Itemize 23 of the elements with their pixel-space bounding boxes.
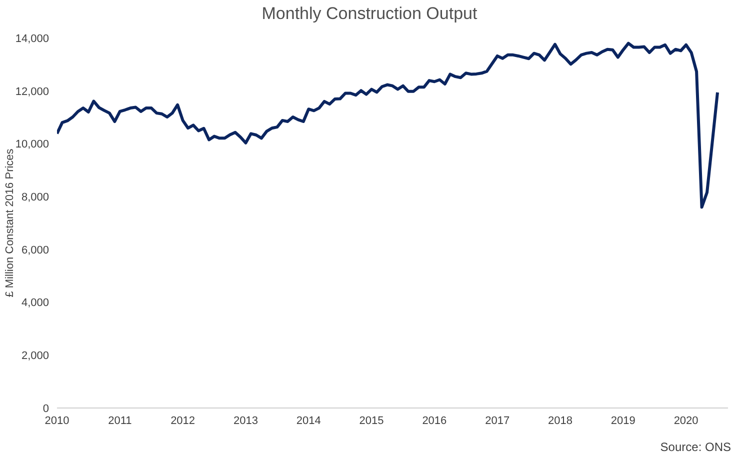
y-tick-label: 0 — [42, 402, 49, 415]
y-axis-title: £ Million Constant 2016 Prices — [4, 148, 16, 298]
x-tick-label: 2018 — [548, 414, 572, 427]
y-tick-label: 10,000 — [15, 138, 49, 151]
y-tick-label: 6,000 — [21, 244, 49, 256]
y-tick-label: 2,000 — [21, 350, 49, 362]
x-tick-label: 2020 — [674, 414, 698, 427]
x-tick-label: 2012 — [170, 414, 196, 427]
x-tick-label: 2016 — [422, 414, 447, 427]
y-tick-label: 8,000 — [21, 191, 49, 204]
source-note: Source: ONS — [660, 440, 731, 454]
y-tick-label: 14,000 — [15, 32, 49, 45]
x-tick-label: 2015 — [359, 414, 384, 427]
y-tick-label: 4,000 — [21, 297, 49, 310]
chart-title: Monthly Construction Output — [260, 4, 478, 24]
x-tick-label: 2014 — [296, 414, 321, 427]
x-tick-label: 2013 — [233, 414, 258, 427]
x-tick-label: 2010 — [44, 414, 70, 427]
x-tick-label: 2019 — [610, 414, 636, 427]
x-tick-label: 2017 — [485, 414, 510, 427]
x-tick-label: 2011 — [108, 414, 132, 427]
y-tick-label: 12,000 — [15, 86, 49, 98]
line-series — [57, 42, 720, 209]
